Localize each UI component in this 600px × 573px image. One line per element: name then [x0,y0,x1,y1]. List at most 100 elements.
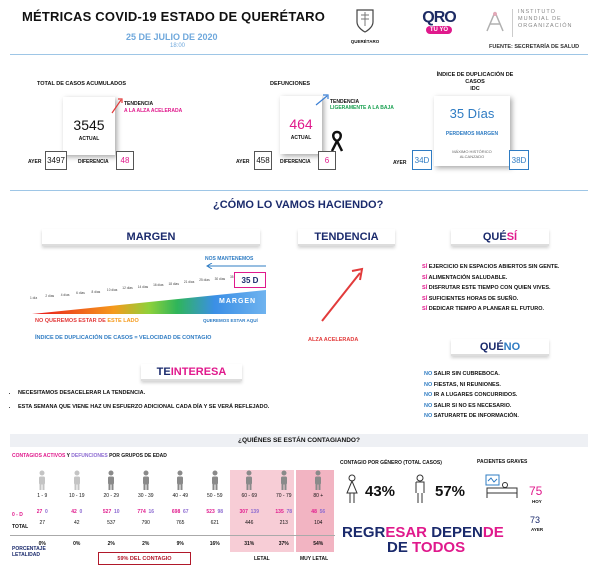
total-count: 27 [39,520,46,526]
no-tag-label-1: QUÉ [479,340,504,353]
deaths-trend-text: LIGERAMENTE A LA BAJA [330,105,394,111]
age-group-column: 1 - 9 27 0 27 0% [25,470,60,547]
mourning-ribbon-icon [330,130,344,152]
trend-down-arrow-icon [315,94,329,106]
slogan-part: DE [482,524,504,541]
list-item-text: DEDICAR TIEMPO A PLANEAR EL FUTURO. [427,306,545,312]
active-count: 48 [311,509,317,515]
idc-title-line-2: CASOS [465,79,485,85]
lethality-pct: 54% [313,541,324,547]
death-count: 98 [217,509,224,515]
qro-logo-subtext: TÚ YO [426,26,452,34]
deaths-current-label: ACTUAL [290,135,312,141]
left-arrow-icon [206,263,266,269]
deaths-card: 464 ACTUAL [280,96,322,154]
how-title: ¿CÓMO LO VAMOS HACIENDO? [213,199,384,211]
trend-text: ALZA ACELERADA [308,337,359,343]
institute-line-2: MUNDIAL DE [518,16,562,22]
lethality-pct: 0% [38,541,46,547]
deaths-diff: 6 [318,151,336,170]
bad-side-label: NO QUEREMOS ESTAR DE ESTE LADO [35,318,139,324]
list-item-prefix: NO [424,381,433,388]
lethality-pct: 2% [107,541,115,547]
pct-label: PORCENTAJE LETALIDAD [12,546,46,558]
deaths-yesterday-label: AYER [236,159,250,165]
age-label: 10 - 19 [68,493,85,499]
trend-tag-label: TENDENCIA [314,230,379,243]
list-item-prefix: SÍ [422,264,428,270]
severe-yesterday: 73 [530,515,541,525]
list-item-text: SALIR SI NO ES NECESARIO. [432,402,512,409]
idc-formula: ÍNDICE DE DUPLICACIÓN DE CASOS = VELOCID… [35,335,212,341]
list-item: SÍ SUFICIENTES HORAS DE SUEÑO. [422,296,559,302]
age-group-column: 50 - 59 523 98 621 16% [198,470,233,547]
active-count: 774 [137,509,146,515]
age-label: 80 + [313,493,324,499]
good-side-label: QUEREMOS ESTAR AQUÍ [203,318,258,323]
interest-tag-label-2: INTERESA [170,365,227,378]
list-item-prefix: NO [424,371,433,377]
death-count: 10 [114,509,120,515]
row-label-total: TOTAL [12,524,29,530]
list-item-prefix: NO [424,413,433,419]
death-count: 56 [319,509,326,515]
seal-icon [356,9,374,33]
idc-value: 35 Días [449,106,495,121]
age-label: 70 - 79 [275,493,292,499]
cases-yesterday: 3497 [45,151,67,170]
interest-tag: TE INTERESA [141,364,242,381]
list-item-prefix: NO [424,392,433,398]
lethality-pct: 31% [244,541,255,547]
total-count: 42 [73,520,80,526]
gauge-bar-label: MARGEN [219,298,257,305]
total-count: 446 [245,520,254,526]
gauge-scale-label: 16 días [153,283,164,288]
interest-tag-label-1: TE [156,365,171,378]
list-item: SÍ EJERCICIO EN ESPACIOS ABIERTOS SIN GE… [422,264,559,270]
age-label: 50 - 59 [206,493,223,499]
total-count: 765 [176,520,185,526]
idc-max-label-line-1: MÁXIMO HISTÓRICO [452,149,492,154]
male-pct: 57% [435,483,466,500]
contagion-share: 59% DEL CONTAGIO [98,552,191,565]
death-count: 67 [183,509,189,515]
slogan-part: DE [387,539,413,556]
idc-title-line-3: IDC [470,86,480,92]
gauge-scale-label: 6 días [76,291,85,296]
lethal-label: LETAL [254,556,270,562]
list-item: SÍ ALIMENTACIÓN SALUDABLE. [422,275,559,281]
death-count: 139 [250,509,259,515]
institute-line-1: INSTITUTO [518,9,556,15]
active-count: 527 [102,509,112,515]
active-count: 307 [239,509,248,515]
bad-side-label-2: ESTE LADO [107,318,139,324]
list-item-text: FIESTAS, NI REUNIONES. [432,381,501,388]
report-date: 25 DE JULIO DE 2020 [126,32,218,42]
list-item: SÍ DISFRUTAR ESTE TIEMPO CON QUIEN VIVES… [422,285,559,291]
person-icon [73,470,80,490]
deaths-diff-label: DIFERENCIA [280,159,311,165]
person-icon [177,470,184,490]
seal-label: QUERÉTARO [350,39,380,44]
idc-title-line-1: ÍNDICE DE DUPLICACIÓN DE [436,72,514,78]
gauge-scale-label: 21 días [183,280,195,284]
report-time: 18:00 [170,43,186,49]
person-icon [211,470,218,490]
severe-today: 75 [529,484,543,498]
age-label: 40 - 49 [172,493,189,499]
active-count: 698 [171,509,181,515]
age-group-column: 70 - 79 135 78 213 37% [267,470,302,547]
severe-title: PACIENTES GRAVES [477,459,528,465]
institute-logo-icon [483,9,507,35]
accelerated-trend-arrow-icon [321,267,364,322]
pct-label-2: LETALIDAD [12,552,40,558]
cases-yesterday-label: AYER [28,159,42,165]
gauge-scale-label: 8 días [91,289,101,294]
age-legend: CONTAGIOS ACTIVOS Y DEFUNCIONES POR GRUP… [12,453,167,459]
list-item: NO IR A LUGARES CONCURRIDOS. [424,392,519,398]
slogan: REGRESAR DEPENDE DE TODOS [342,525,504,555]
person-icon [39,470,46,490]
list-item-prefix: SÍ [422,274,428,281]
age-legend-3: DEFUNCIONES [71,453,108,459]
header-divider [10,54,588,55]
